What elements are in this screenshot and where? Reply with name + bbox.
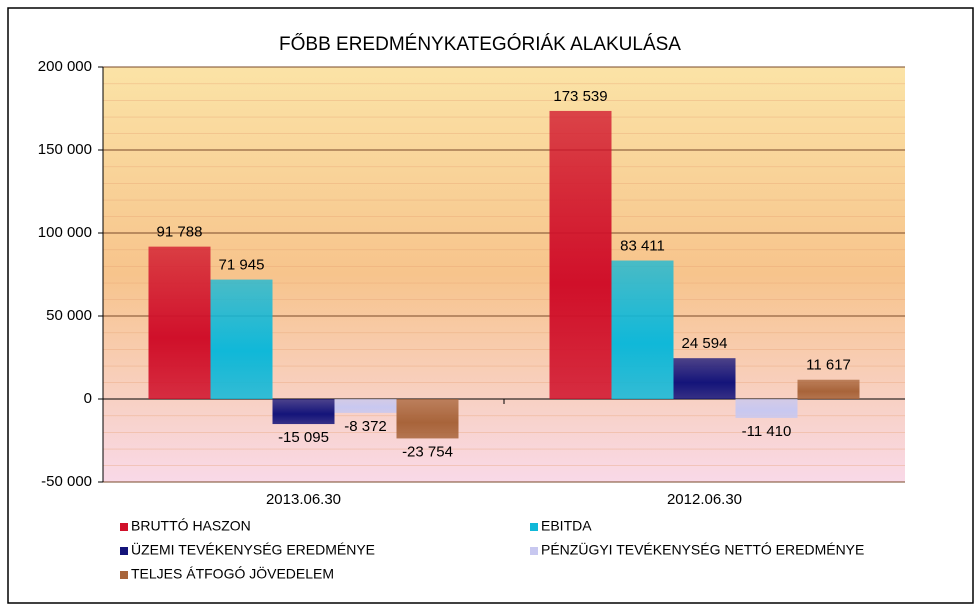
value-label: 91 788 (157, 224, 203, 241)
value-label: 71 945 (219, 257, 265, 274)
bar (673, 358, 736, 399)
legend-swatch (120, 523, 128, 531)
chart-title: FŐBB EREDMÉNYKATEGÓRIÁK ALAKULÁSA (279, 33, 681, 55)
bar (797, 379, 860, 399)
legend-label: EBITDA (541, 518, 592, 534)
legend-label: BRUTTÓ HASZON (131, 518, 251, 534)
legend-label: TELJES ÁTFOGÓ JÖVEDELEM (131, 565, 334, 582)
minor-grid (103, 67, 905, 482)
bar (334, 399, 397, 413)
y-tick-label: 150 000 (38, 141, 92, 158)
value-label: -8 372 (344, 418, 387, 435)
value-label: 11 617 (806, 357, 851, 374)
y-tick-label: 100 000 (38, 224, 92, 241)
legend-swatch (120, 571, 128, 579)
value-label: 24 594 (682, 335, 728, 352)
value-label: 83 411 (620, 238, 665, 255)
bar (148, 246, 211, 399)
x-tick-label: 2012.06.30 (667, 491, 742, 508)
legend-swatch (530, 547, 538, 555)
bar (611, 260, 674, 399)
bar (396, 399, 459, 439)
bar (272, 399, 335, 425)
bar (549, 110, 612, 399)
x-tick-label: 2013.06.30 (266, 491, 341, 508)
legend-label: PÉNZÜGYI TEVÉKENYSÉG NETTÓ EREDMÉNYE (541, 541, 864, 558)
y-tick-label: -50 000 (41, 473, 92, 490)
legend-swatch (530, 523, 538, 531)
value-label: 173 539 (553, 88, 607, 105)
y-tick-label: 200 000 (38, 58, 92, 75)
value-label: -15 095 (278, 429, 329, 446)
y-tick-label: 0 (84, 390, 92, 407)
legend-swatch (120, 547, 128, 555)
bar (735, 399, 798, 418)
bar (210, 279, 273, 399)
value-label: -11 410 (742, 423, 792, 440)
legend-label: ÜZEMI TEVÉKENYSÉG EREDMÉNYE (131, 541, 375, 558)
y-tick-label: 50 000 (46, 307, 92, 324)
value-label: -23 754 (402, 443, 453, 460)
